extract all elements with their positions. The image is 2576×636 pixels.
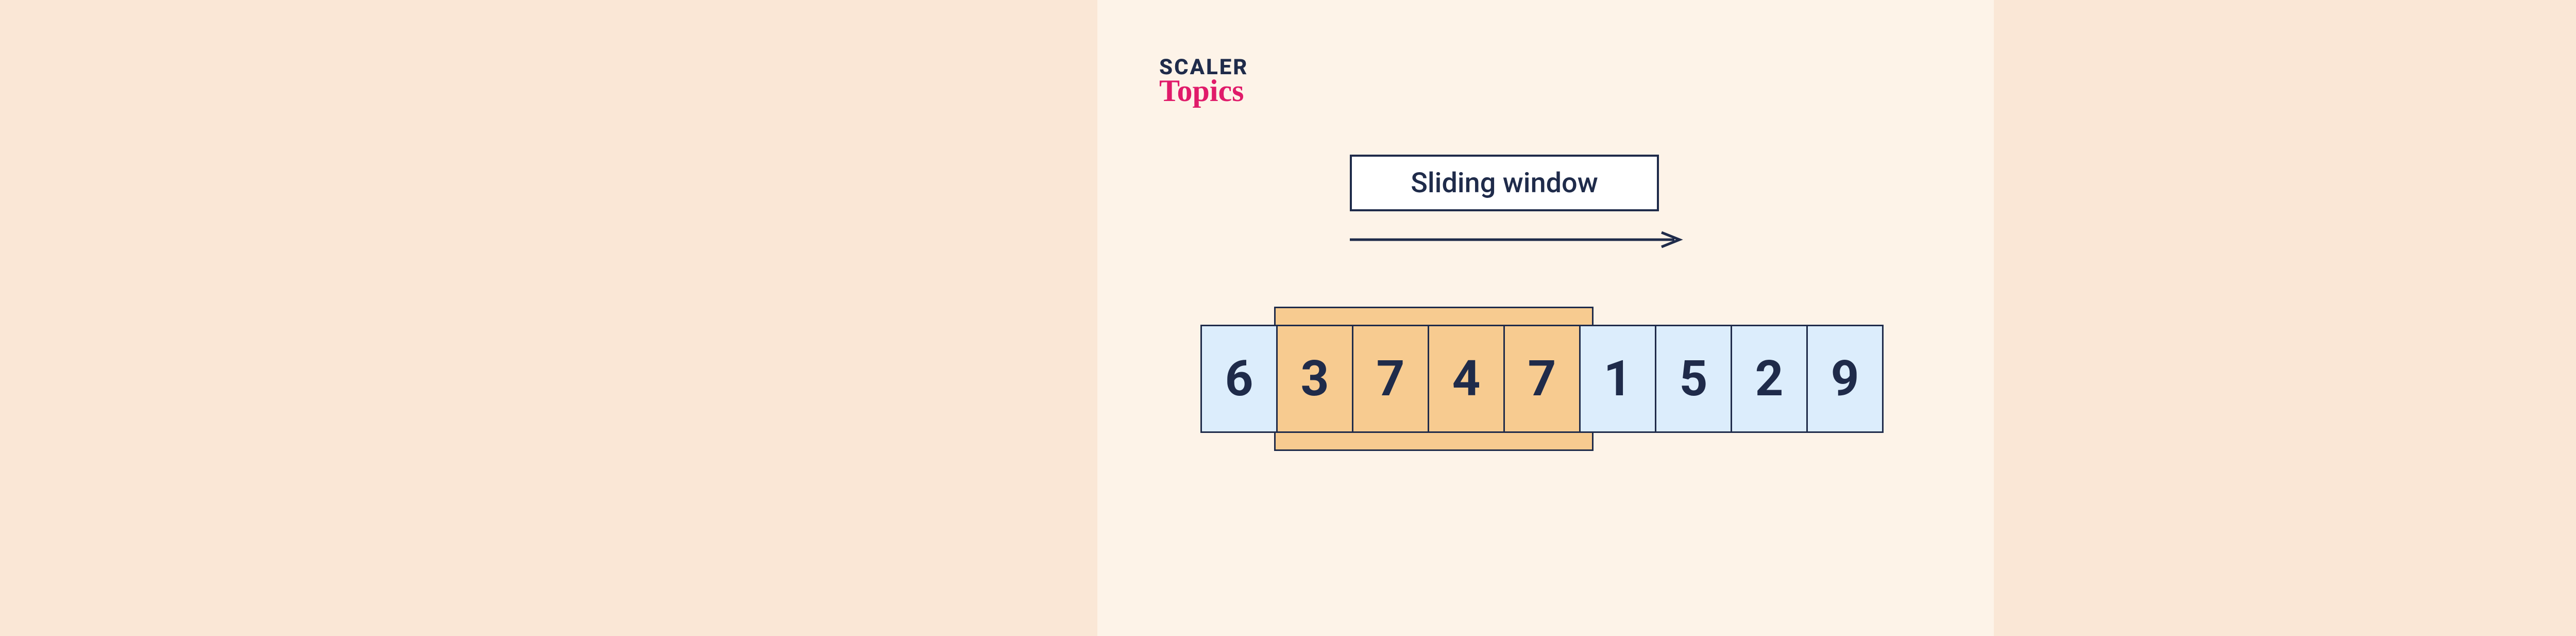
- array-cell: 9: [1806, 325, 1884, 433]
- logo-bottom-text: Topics: [1159, 75, 1248, 106]
- array-cell: 7: [1352, 325, 1429, 433]
- diagram-panel: SCALER Topics Sliding window 637471529: [1097, 0, 1994, 636]
- logo: SCALER Topics: [1159, 57, 1248, 106]
- array-cell: 7: [1503, 325, 1581, 433]
- canvas: SCALER Topics Sliding window 637471529: [0, 0, 2576, 636]
- array-cell: 4: [1428, 325, 1505, 433]
- label-text: Sliding window: [1411, 167, 1598, 199]
- array-cell: 3: [1276, 325, 1353, 433]
- array-row: 637471529: [1200, 325, 1884, 433]
- array-cell: 2: [1731, 325, 1808, 433]
- arrow-icon: [1350, 229, 1690, 250]
- array-cell: 6: [1200, 325, 1278, 433]
- array-cell: 5: [1655, 325, 1732, 433]
- sliding-window-label: Sliding window: [1350, 155, 1659, 211]
- array-cell: 1: [1579, 325, 1656, 433]
